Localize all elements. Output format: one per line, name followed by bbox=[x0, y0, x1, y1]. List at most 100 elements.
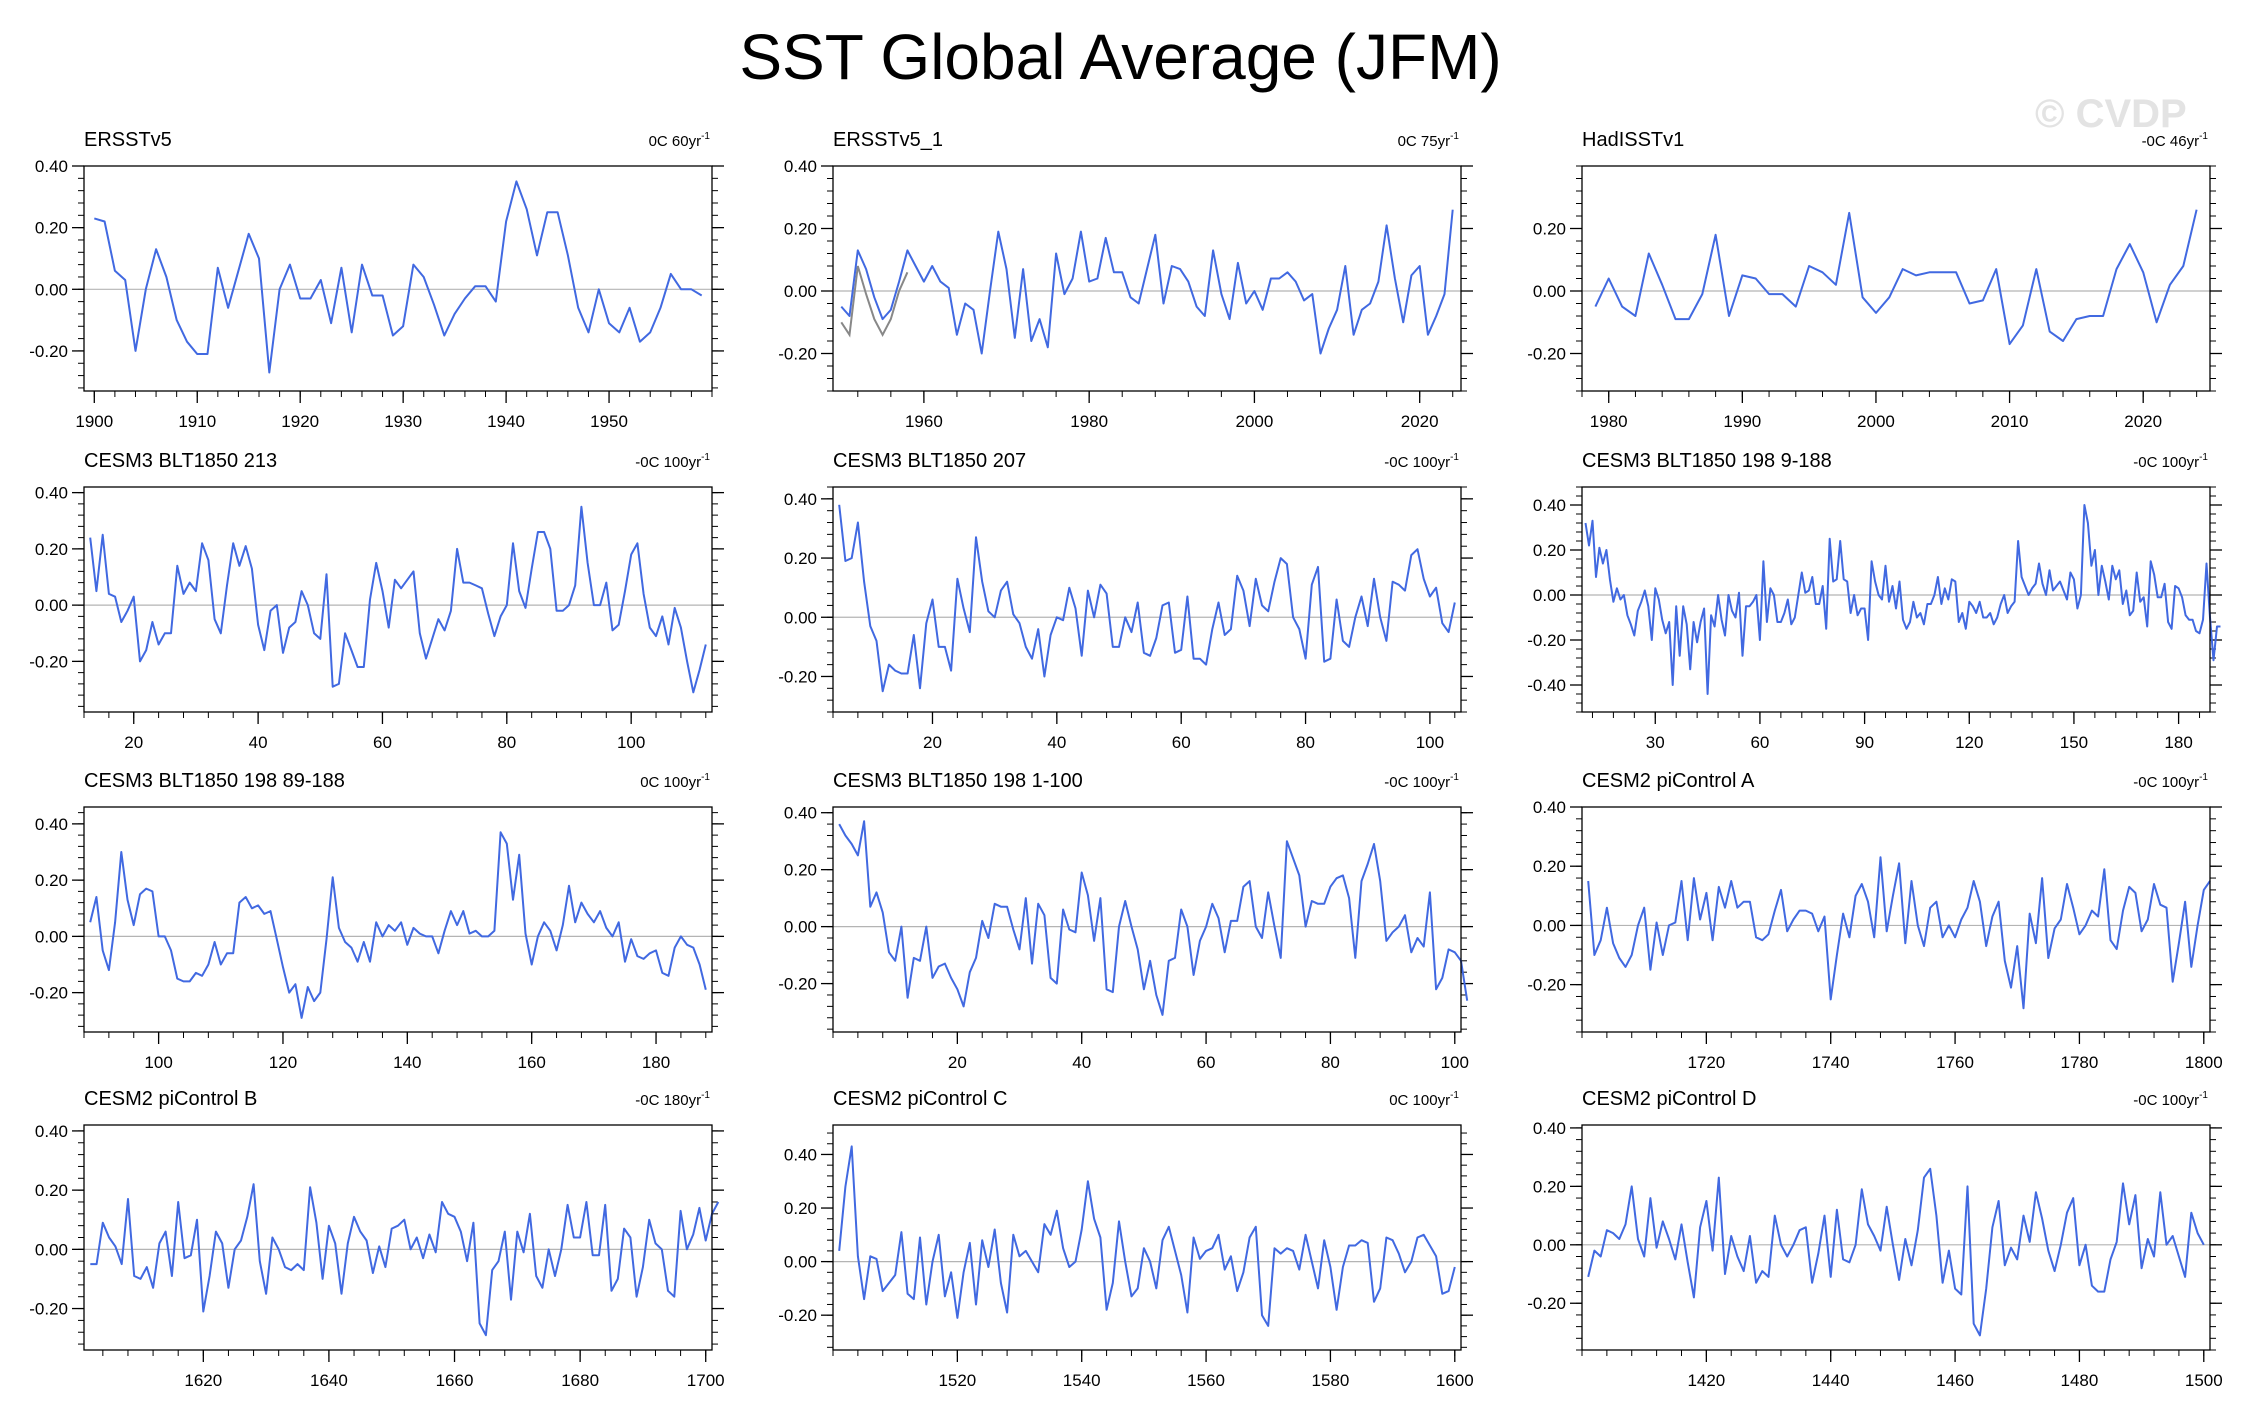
x-tick-label: 90 bbox=[1855, 733, 1874, 752]
panel-5: CESM3 BLT1850 207 -0C 100yr-1 -0.20 0.00 0.2… bbox=[778, 450, 1473, 752]
x-tick-label: 1680 bbox=[561, 1371, 599, 1390]
panel-title: CESM2 piControl B bbox=[84, 1088, 257, 1110]
x-tick-label: 1780 bbox=[2061, 1053, 2099, 1072]
panel-title: CESM2 piControl D bbox=[1582, 1088, 1757, 1110]
x-tick-label: 1440 bbox=[1812, 1371, 1850, 1390]
series-line bbox=[1587, 856, 2211, 1010]
y-tick-label: 0.40 bbox=[784, 804, 817, 823]
plot-frame bbox=[83, 165, 713, 392]
y-tick-label: 0.40 bbox=[1533, 1119, 1566, 1138]
x-tick-label: 1460 bbox=[1936, 1371, 1974, 1390]
panel-7: CESM3 BLT1850 198 89-188 0C 100yr-1 -0.20 0… bbox=[29, 770, 724, 1072]
y-tick-label: 0.20 bbox=[35, 1181, 68, 1200]
panel-annotation: 0C 100yr-1 bbox=[1389, 1090, 1459, 1109]
x-tick-label: 20 bbox=[124, 733, 143, 752]
x-tick-label: 2020 bbox=[2124, 412, 2162, 431]
y-tick-label: 0.40 bbox=[1533, 496, 1566, 515]
x-tick-label: 1990 bbox=[1723, 412, 1761, 431]
plot-frame bbox=[832, 165, 1462, 392]
y-tick-label: -0.20 bbox=[778, 345, 817, 364]
y-tick-label: 0.40 bbox=[1533, 798, 1566, 817]
x-tick-label: 1950 bbox=[590, 412, 628, 431]
x-tick-label: 1480 bbox=[2061, 1371, 2099, 1390]
panel-title: CESM2 piControl C bbox=[833, 1088, 1008, 1110]
panel-title: ERSSTv5_1 bbox=[833, 129, 943, 151]
x-tick-label: 160 bbox=[517, 1053, 545, 1072]
panel-6: CESM3 BLT1850 198 9-188 -0C 100yr-1 -0.40 -… bbox=[1527, 450, 2222, 752]
x-tick-label: 1720 bbox=[1687, 1053, 1725, 1072]
x-tick-label: 1660 bbox=[436, 1371, 474, 1390]
series-line-secondary bbox=[840, 265, 909, 338]
x-tick-label: 60 bbox=[1197, 1053, 1216, 1072]
panel-annotation: 0C 60yr-1 bbox=[649, 131, 711, 150]
plot-frame bbox=[1581, 486, 2211, 713]
y-tick-label: -0.20 bbox=[1527, 345, 1566, 364]
x-tick-label: 20 bbox=[923, 733, 942, 752]
x-tick-label: 80 bbox=[1296, 733, 1315, 752]
plot-frame bbox=[1581, 1124, 2211, 1351]
x-tick-label: 100 bbox=[144, 1053, 172, 1072]
x-tick-label: 1930 bbox=[384, 412, 422, 431]
panel-title: CESM3 BLT1850 198 89-188 bbox=[84, 770, 345, 792]
plot-frame bbox=[1581, 165, 2211, 392]
y-tick-label: 0.20 bbox=[1533, 857, 1566, 876]
x-tick-label: 1960 bbox=[905, 412, 943, 431]
x-tick-label: 100 bbox=[617, 733, 645, 752]
panel-title: CESM2 piControl A bbox=[1582, 770, 1755, 792]
series-line bbox=[1584, 504, 2221, 695]
panel-title: CESM3 BLT1850 213 bbox=[84, 450, 277, 472]
plot-frame bbox=[832, 1124, 1462, 1351]
panel-annotation: 0C 100yr-1 bbox=[640, 772, 710, 791]
x-tick-label: 40 bbox=[1047, 733, 1066, 752]
y-tick-label: 0.20 bbox=[35, 871, 68, 890]
panel-9: CESM2 piControl A -0C 100yr-1 -0.20 0.00 0.2… bbox=[1527, 770, 2222, 1072]
y-tick-label: 0.20 bbox=[1533, 220, 1566, 239]
x-tick-label: 120 bbox=[1955, 733, 1983, 752]
watermark: © CVDP bbox=[2035, 92, 2187, 136]
x-tick-label: 1980 bbox=[1070, 412, 1108, 431]
plot-frame bbox=[832, 486, 1462, 713]
panel-annotation: -0C 100yr-1 bbox=[2133, 452, 2208, 471]
plot-frame bbox=[83, 806, 713, 1033]
y-tick-label: -0.20 bbox=[29, 652, 68, 671]
panel-8: CESM3 BLT1850 198 1-100 -0C 100yr-1 -0.20 0… bbox=[778, 770, 1473, 1072]
y-tick-label: 0.00 bbox=[1533, 916, 1566, 935]
figure-title: SST Global Average (JFM) bbox=[739, 21, 1502, 93]
panel-2: ERSSTv5_1 0C 75yr-1 -0.20 0.00 0.20 0.40 1960 1… bbox=[778, 129, 1473, 431]
x-tick-label: 1700 bbox=[687, 1371, 725, 1390]
series-line bbox=[838, 504, 1456, 693]
x-tick-label: 150 bbox=[2060, 733, 2088, 752]
y-tick-label: -0.20 bbox=[29, 1300, 68, 1319]
series-line bbox=[89, 831, 707, 1019]
plot-frame bbox=[83, 486, 713, 713]
panel-annotation: -0C 100yr-1 bbox=[2133, 772, 2208, 791]
y-tick-label: 0.20 bbox=[784, 1199, 817, 1218]
panel-4: CESM3 BLT1850 213 -0C 100yr-1 -0.20 0.00 0.2… bbox=[29, 450, 724, 752]
y-tick-label: 0.00 bbox=[784, 608, 817, 627]
x-tick-label: 1520 bbox=[938, 1371, 976, 1390]
x-tick-label: 1620 bbox=[184, 1371, 222, 1390]
y-tick-label: 0.20 bbox=[784, 220, 817, 239]
x-tick-label: 1640 bbox=[310, 1371, 348, 1390]
y-tick-label: 0.40 bbox=[784, 1145, 817, 1164]
y-tick-label: -0.20 bbox=[29, 984, 68, 1003]
y-tick-label: -0.20 bbox=[1527, 631, 1566, 650]
x-tick-label: 1920 bbox=[281, 412, 319, 431]
y-tick-label: 0.20 bbox=[1533, 1177, 1566, 1196]
x-tick-label: 1560 bbox=[1187, 1371, 1225, 1390]
x-tick-label: 1500 bbox=[2185, 1371, 2223, 1390]
x-tick-label: 30 bbox=[1646, 733, 1665, 752]
panel-title: CESM3 BLT1850 198 1-100 bbox=[833, 770, 1083, 792]
panel-11: CESM2 piControl C 0C 100yr-1 -0.20 0.00 0.20… bbox=[778, 1088, 1473, 1390]
y-tick-label: 0.20 bbox=[1533, 541, 1566, 560]
y-tick-label: 0.20 bbox=[35, 540, 68, 559]
y-tick-label: -0.20 bbox=[778, 1306, 817, 1325]
x-tick-label: 1910 bbox=[178, 412, 216, 431]
series-line bbox=[838, 820, 1469, 1016]
x-tick-label: 1420 bbox=[1687, 1371, 1725, 1390]
y-tick-label: 0.00 bbox=[784, 1253, 817, 1272]
x-tick-label: 1580 bbox=[1312, 1371, 1350, 1390]
x-tick-label: 40 bbox=[249, 733, 268, 752]
panel-10: CESM2 piControl B -0C 180yr-1 -0.20 0.00 0.2… bbox=[29, 1088, 724, 1390]
panel-title: CESM3 BLT1850 198 9-188 bbox=[1582, 450, 1832, 472]
